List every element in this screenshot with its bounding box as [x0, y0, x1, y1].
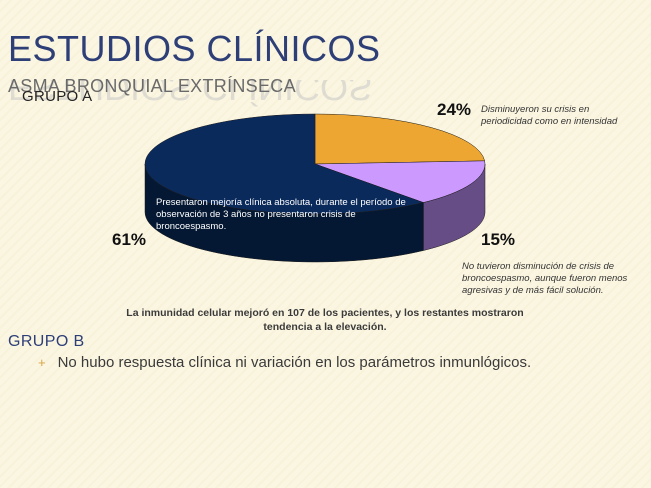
bottom-note: La inmunidad celular mejoró en 107 de lo…	[126, 307, 524, 333]
slice-label-24: 24%	[437, 100, 472, 119]
bullet-item: + No hubo respuesta clínica ni variación …	[38, 354, 531, 371]
slide-title: ESTUDIOS CLÍNICOS	[8, 28, 381, 69]
pie-sides	[144, 163, 486, 263]
slice-label-61: 61%	[112, 230, 147, 249]
slice-note-61: Presentaron mejoría clínica absoluta, du…	[156, 197, 406, 232]
grupo-b-label: GRUPO B	[8, 333, 85, 350]
bullet-text: No hubo respuesta clínica ni variación e…	[57, 354, 532, 371]
slice-note-15: No tuvieron disminución de crisis de bro…	[462, 261, 628, 296]
pie-tops	[144, 113, 486, 215]
pie-slice-61	[144, 113, 425, 215]
slice-note-24: Disminuyeron su crisis en periodicidad c…	[481, 104, 618, 127]
pie-slice-24	[314, 113, 485, 165]
bullet-plus-icon: +	[38, 355, 46, 370]
grupo-a-label: GRUPO A	[22, 88, 93, 105]
slide-subtitle: ASMA BRONQUIAL EXTRÍNSECA	[8, 76, 296, 96]
pie-slice-15	[314, 160, 486, 203]
slice-label-15: 15%	[481, 230, 516, 249]
